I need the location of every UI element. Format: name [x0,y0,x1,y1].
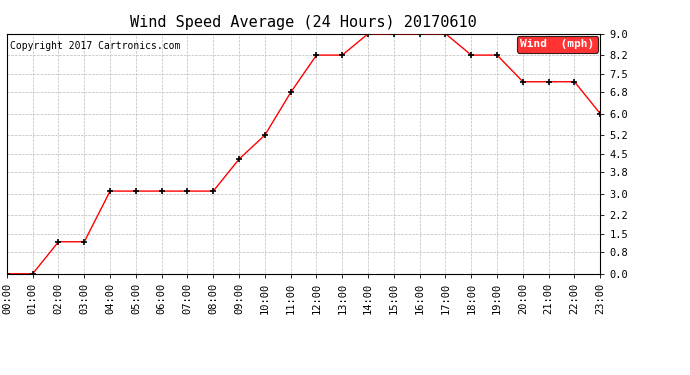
Title: Wind Speed Average (24 Hours) 20170610: Wind Speed Average (24 Hours) 20170610 [130,15,477,30]
Legend: Wind  (mph): Wind (mph) [518,36,598,52]
Text: Copyright 2017 Cartronics.com: Copyright 2017 Cartronics.com [10,41,180,51]
